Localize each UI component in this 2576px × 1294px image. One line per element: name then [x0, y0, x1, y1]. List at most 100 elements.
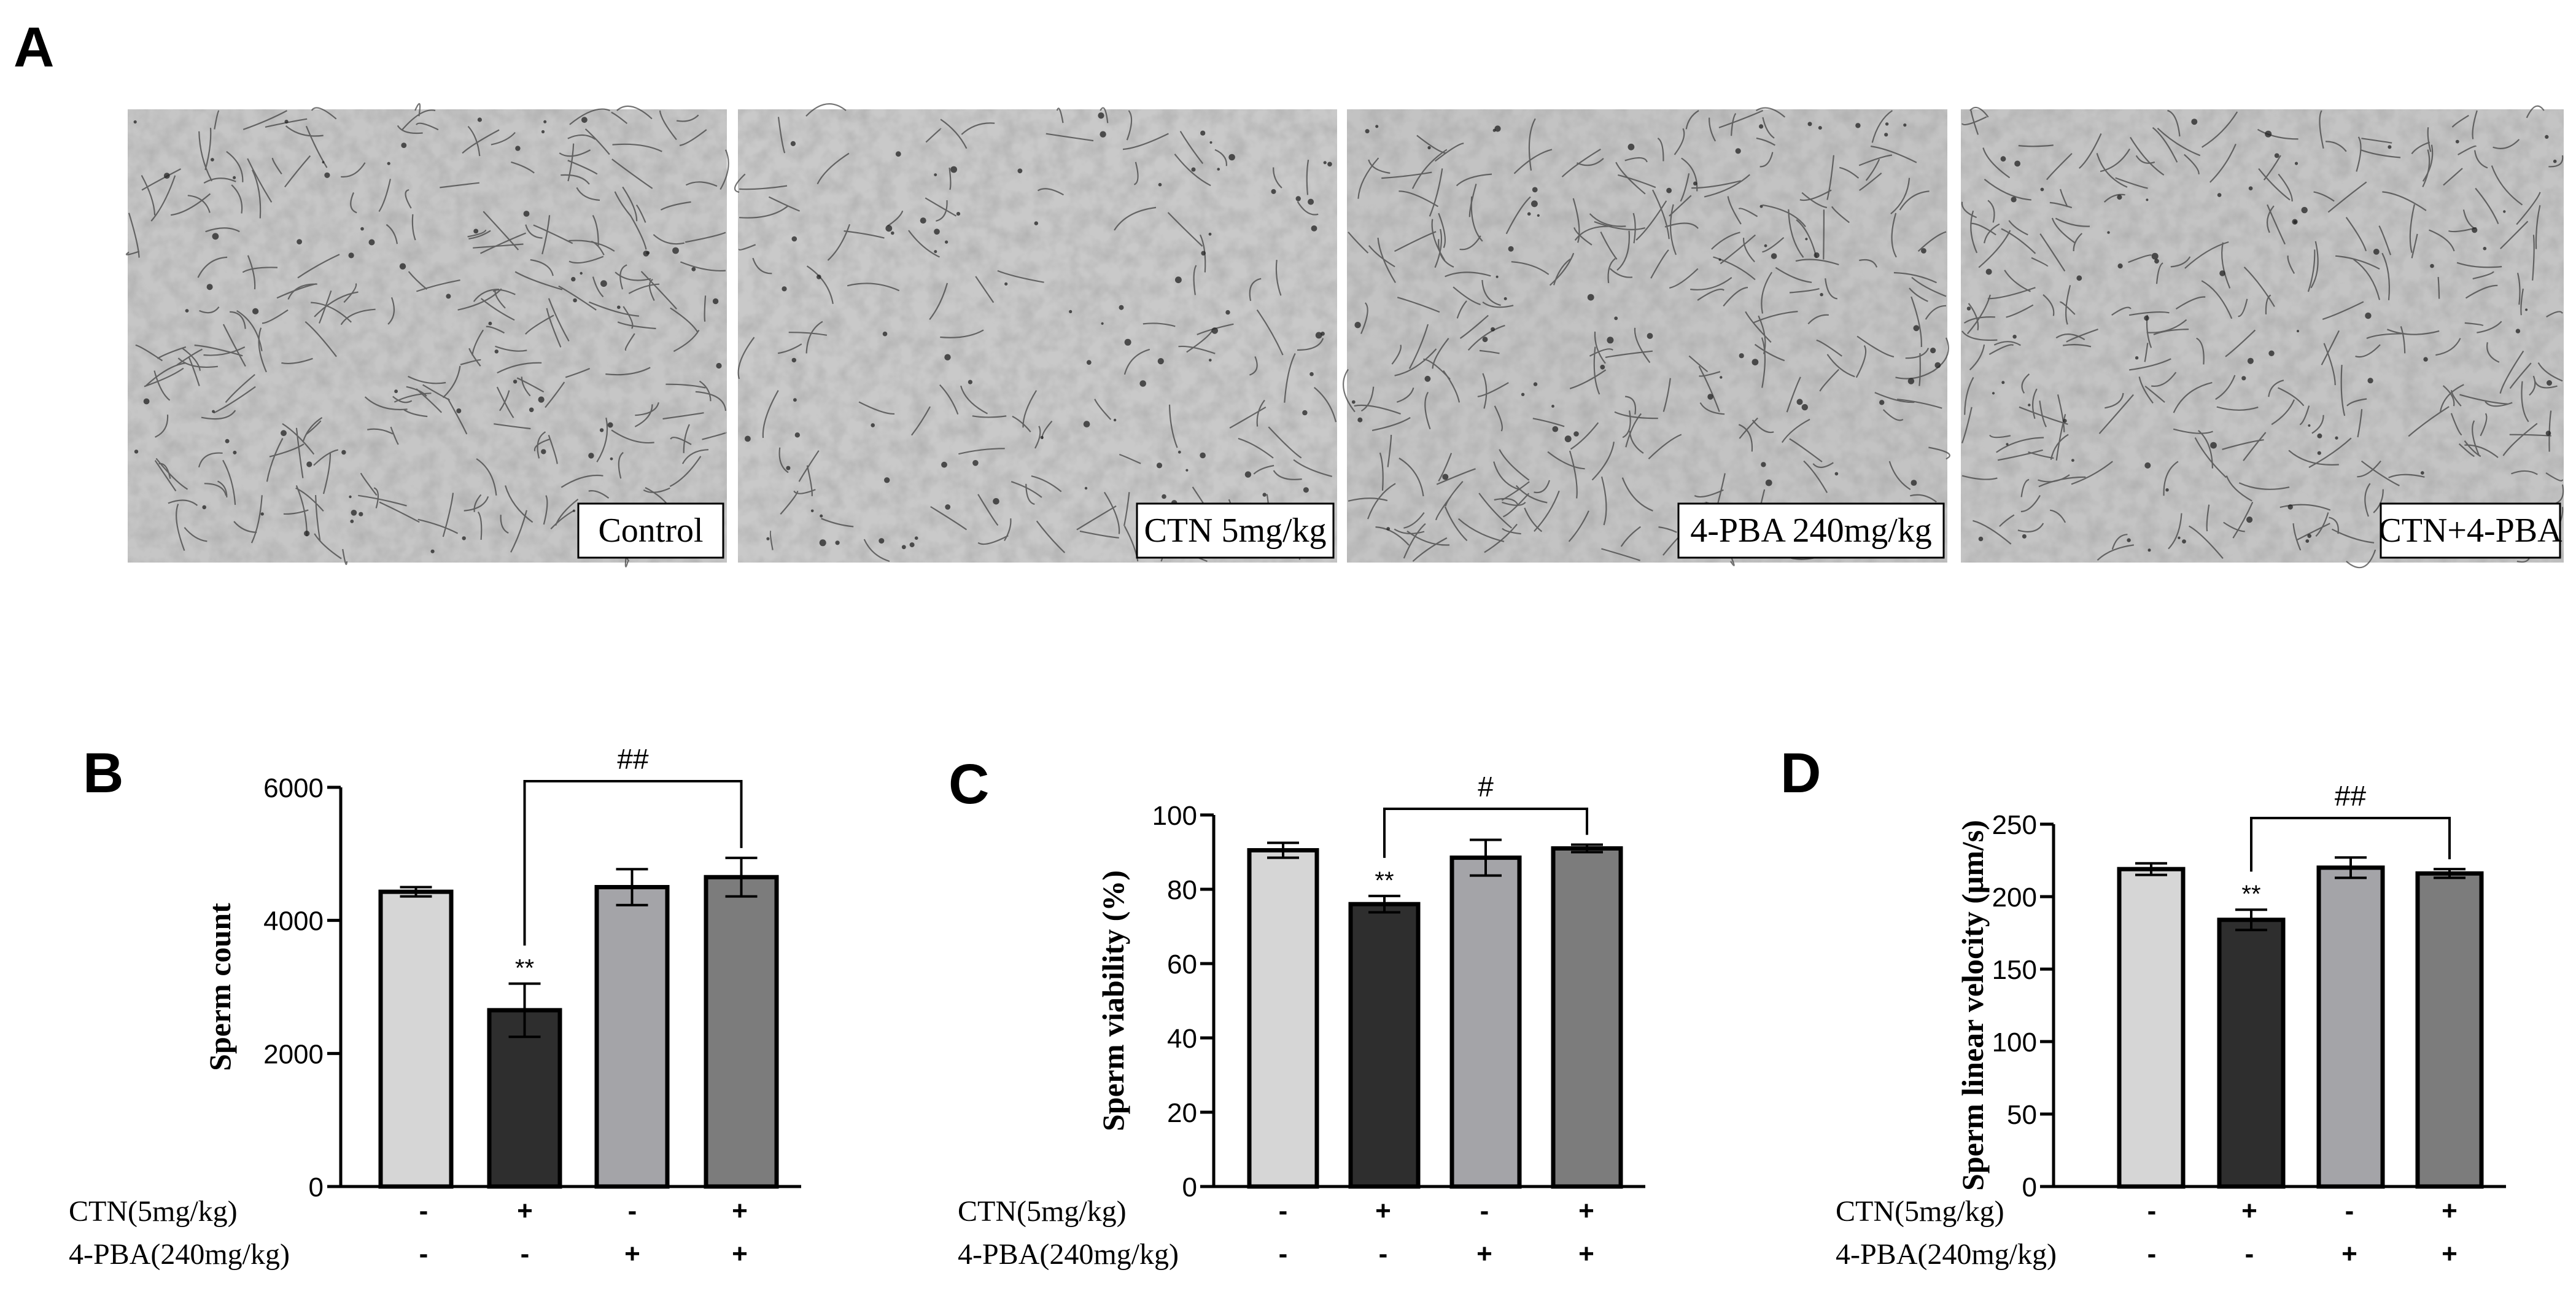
condition-row-ctn-label: CTN(5mg/kg): [69, 1195, 238, 1228]
condition-sign-pba: +: [624, 1239, 640, 1269]
error-bar-1: [1267, 841, 1299, 859]
micrograph-label: CTN 5mg/kg: [1144, 512, 1326, 550]
y-tick-label: 20: [1167, 1098, 1197, 1128]
micrograph-cells: [1961, 105, 2564, 569]
y-tick-label: 60: [1167, 949, 1197, 980]
micrograph-label: CTN+4-PBA: [2378, 512, 2562, 550]
condition-sign-ctn: -: [1480, 1196, 1489, 1226]
bar-3: [1449, 856, 1522, 1189]
bar-1: [1247, 848, 1319, 1189]
condition-sign-ctn: -: [2147, 1196, 2157, 1226]
condition-sign-pba: +: [2442, 1239, 2458, 1269]
condition-sign-pba: +: [2341, 1239, 2357, 1269]
micrograph-1: Control: [125, 103, 729, 567]
error-bar-3: [1470, 838, 1502, 877]
y-tick-label: 0: [1182, 1172, 1197, 1202]
condition-sign-ctn: -: [628, 1196, 637, 1226]
condition-sign-pba: -: [2245, 1239, 2254, 1269]
bar-2: [487, 1008, 562, 1189]
micrograph-label-box: [1136, 502, 1335, 559]
y-tick-label: 4000: [263, 906, 324, 937]
micrograph-dots: [1966, 119, 2557, 552]
condition-sign-pba: -: [1379, 1239, 1388, 1269]
y-tick-label: 0: [2022, 1172, 2037, 1202]
bracket-label: ##: [617, 743, 649, 775]
error-bar-2: [2235, 908, 2267, 932]
condition-sign-ctn: +: [732, 1196, 748, 1226]
y-axis-title: Sperm viability (%): [1096, 870, 1130, 1131]
condition-sign-ctn: +: [2442, 1196, 2458, 1226]
condition-row-pba-label: 4-PBA(240mg/kg): [69, 1238, 290, 1271]
micrograph-cells: [734, 103, 1337, 563]
micrograph-texture: [1961, 109, 2564, 563]
y-tick-label: 6000: [263, 773, 324, 803]
condition-sign-ctn: +: [1578, 1196, 1594, 1226]
condition-sign-pba: +: [1578, 1239, 1594, 1269]
error-bar-4: [725, 856, 758, 898]
y-tick-label: 250: [1992, 810, 2037, 840]
condition-row-ctn-label: CTN(5mg/kg): [1836, 1195, 2004, 1228]
condition-sign-ctn: +: [517, 1196, 533, 1226]
significance-stars: **: [2241, 881, 2260, 908]
y-tick-label: 40: [1167, 1024, 1197, 1054]
bar-2: [1348, 902, 1421, 1189]
error-bar-1: [400, 886, 432, 898]
micrograph-cells: [125, 103, 729, 567]
error-bar-2: [1368, 894, 1400, 914]
condition-row-pba-label: 4-PBA(240mg/kg): [958, 1238, 1179, 1271]
y-tick-label: 50: [2007, 1100, 2037, 1130]
condition-sign-ctn: +: [1375, 1196, 1391, 1226]
bar-1: [2117, 867, 2186, 1189]
significance-bracket: [2250, 817, 2451, 872]
error-bar-2: [508, 982, 541, 1039]
condition-sign-ctn: -: [419, 1196, 429, 1226]
error-bar-3: [616, 868, 648, 906]
bar-4: [704, 875, 779, 1189]
bar-4: [1551, 846, 1623, 1189]
condition-sign-pba: -: [2147, 1239, 2157, 1269]
panel-letter: C: [949, 753, 989, 816]
panel-a-micrographs: Control CTN 5mg/kg 4-PBA 240mg/kg CTN+4-PBA: [125, 103, 2564, 569]
micrograph-texture: [128, 109, 727, 563]
error-bar-4: [2434, 868, 2465, 879]
error-bar-1: [2135, 862, 2167, 876]
significance-bracket: [1383, 808, 1588, 858]
micrograph-label: 4-PBA 240mg/kg: [1690, 512, 1932, 550]
chart-sperm-count: B 0 2000 4000 6000 Sperm count ** ## CTN(5mg/kg)…: [69, 742, 801, 1271]
condition-row-ctn-label: CTN(5mg/kg): [958, 1195, 1127, 1228]
panel-a-letter: A: [14, 16, 54, 79]
y-tick-label: 2000: [263, 1039, 324, 1069]
condition-sign-ctn: -: [2345, 1196, 2354, 1226]
error-bar-4: [1571, 843, 1603, 854]
y-tick-label: 100: [1152, 801, 1197, 831]
y-tick-label: 200: [1992, 883, 2037, 913]
y-tick-label: 80: [1167, 875, 1197, 905]
micrograph-2: CTN 5mg/kg: [734, 103, 1337, 563]
micrograph-texture: [738, 109, 1337, 563]
significance-stars: **: [1375, 867, 1394, 894]
y-tick-label: 100: [1992, 1027, 2037, 1058]
chart-sperm-viability: C 0 20 40 60 80 100 Sperm viability (%) ** # CTN(5…: [949, 753, 1645, 1271]
panel-letter: B: [83, 742, 123, 805]
condition-sign-ctn: -: [1279, 1196, 1288, 1226]
panel-letter: D: [1780, 742, 1821, 805]
bracket-label: #: [1478, 771, 1494, 803]
error-bar-3: [2335, 856, 2367, 879]
micrograph-4: CTN+4-PBA: [1961, 105, 2564, 569]
micrograph-label-box: [577, 502, 724, 559]
condition-sign-pba: -: [1279, 1239, 1288, 1269]
bar-3: [594, 885, 670, 1189]
condition-sign-ctn: +: [2241, 1196, 2257, 1226]
y-axis-title: Sperm linear velocity (μm/s): [1955, 820, 1990, 1191]
micrograph-label-box: [2380, 502, 2561, 559]
bar-4: [2415, 871, 2484, 1189]
condition-sign-pba: +: [1476, 1239, 1492, 1269]
micrograph-3: 4-PBA 240mg/kg: [1343, 107, 1950, 566]
condition-sign-pba: -: [419, 1239, 429, 1269]
condition-sign-pba: +: [732, 1239, 748, 1269]
significance-stars: **: [515, 955, 534, 982]
micrograph-label-box: [1677, 502, 1945, 559]
y-tick-label: 150: [1992, 955, 2037, 985]
bar-1: [378, 889, 454, 1189]
